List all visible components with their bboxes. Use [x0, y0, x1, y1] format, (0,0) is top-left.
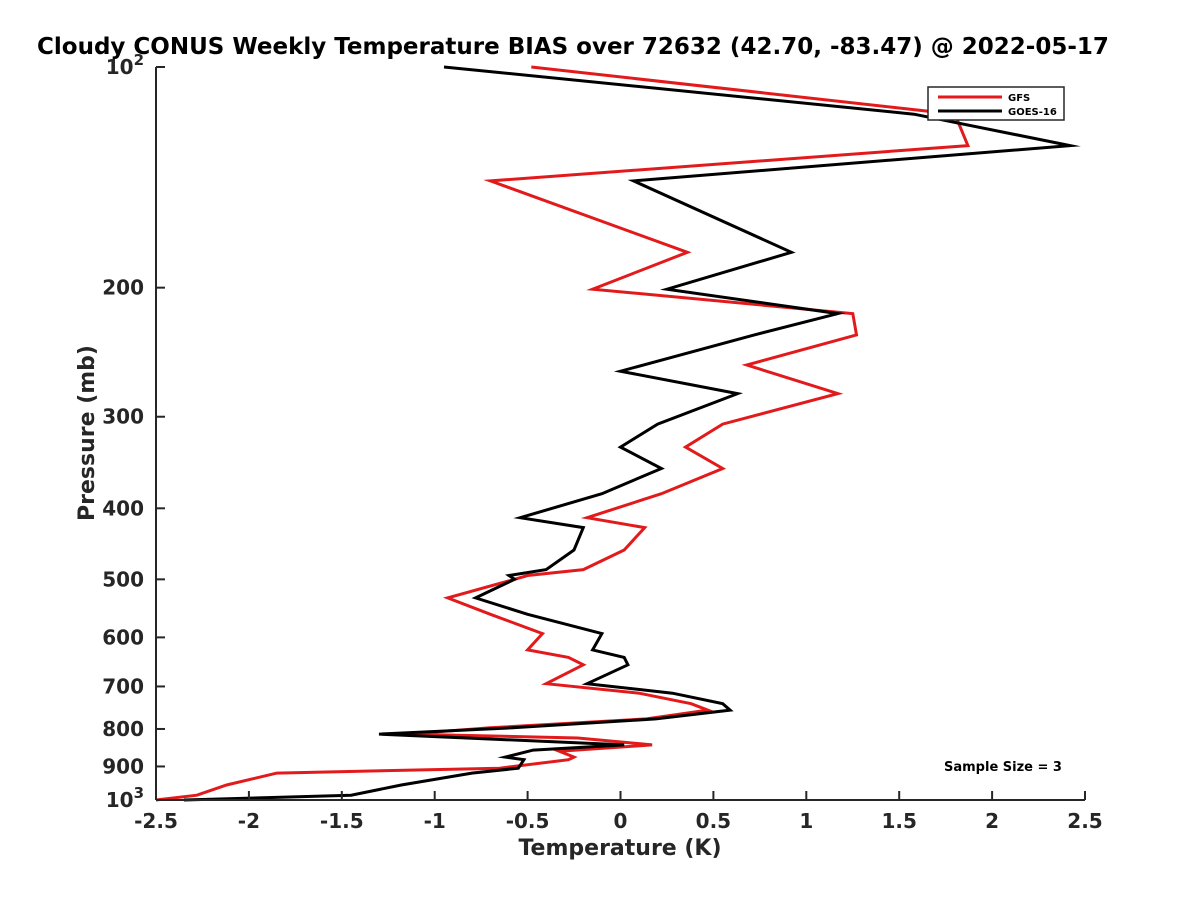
- y-tick-label: 800: [102, 717, 144, 741]
- x-tick-label: 0.5: [696, 809, 731, 833]
- x-tick-label: -1.5: [320, 809, 364, 833]
- x-tick-label: 2: [985, 809, 999, 833]
- x-tick-label: 1: [799, 809, 813, 833]
- x-tick-label: -2: [238, 809, 260, 833]
- x-tick-label: -0.5: [506, 809, 550, 833]
- series-line-gfs: [155, 65, 971, 802]
- legend: GFS GOES-16: [927, 86, 1065, 121]
- y-tick-label: 103: [106, 784, 144, 812]
- x-tick-label: 1.5: [881, 809, 916, 833]
- y-tick-label: 102: [106, 51, 144, 79]
- axes-layer: -2.5 -2 -1.5 -1 -0.5 0 0.5 1 1.5 2 2.5 102 200 300 400…: [102, 51, 1102, 833]
- y-tick-label: 400: [102, 496, 144, 520]
- y-tick-label: 700: [102, 674, 144, 698]
- legend-label: GOES-16: [1008, 107, 1057, 118]
- y-tick-label: 300: [102, 405, 144, 429]
- legend-box: [927, 86, 1065, 121]
- sample-size-annotation: Sample Size = 3: [944, 760, 1062, 775]
- series-layer: [155, 65, 1081, 802]
- x-tick-label: -1: [424, 809, 446, 833]
- x-tick-label: -2.5: [134, 809, 178, 833]
- y-tick-label: 900: [102, 754, 144, 778]
- x-tick-label: 0: [614, 809, 628, 833]
- legend-label: GFS: [1008, 93, 1030, 104]
- y-tick-label: 500: [102, 567, 144, 591]
- chart-title: Cloudy CONUS Weekly Temperature BIAS ove…: [37, 34, 1109, 60]
- y-axis-label: Pressure (mb): [75, 345, 100, 521]
- x-tick-label: 2.5: [1067, 809, 1102, 833]
- y-tick-label: 600: [102, 625, 144, 649]
- y-tick-label: 200: [102, 276, 144, 300]
- series-line-goes-16: [183, 65, 1081, 802]
- x-axis-label: Temperature (K): [518, 836, 721, 861]
